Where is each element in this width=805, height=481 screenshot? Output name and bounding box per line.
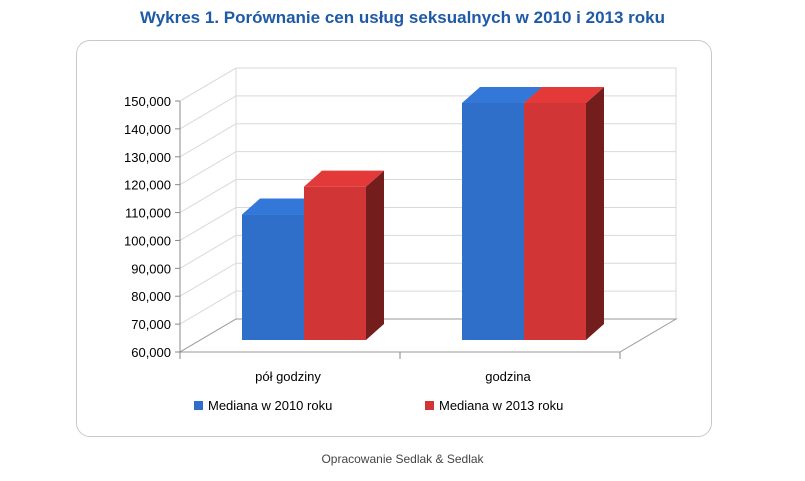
y-tick-label: 130,000 (124, 150, 171, 165)
gridline-side (179, 95, 237, 130)
gridline-side (179, 207, 237, 241)
y-tick-label: 90,000 (131, 261, 171, 276)
chart-title: Wykres 1. Porównanie cen usług seksualny… (139, 8, 666, 27)
gridline-side (179, 123, 237, 158)
gridline-side (179, 262, 237, 297)
bar-1-1 (524, 87, 604, 340)
y-tick-label: 140,000 (124, 122, 171, 137)
y-tick-label: 120,000 (124, 178, 171, 193)
legend-item-2013: Mediana w 2013 roku (425, 398, 563, 413)
y-tick-label: 110,000 (125, 206, 171, 221)
legend-label-2010: Mediana w 2010 roku (208, 398, 333, 413)
y-tick-label: 60,000 (131, 345, 171, 360)
y-tick-label: 80,000 (131, 289, 171, 304)
legend-item-2010: Mediana w 2010 roku (194, 398, 332, 413)
bar-0-1 (304, 170, 384, 340)
y-tick-label: 150,000 (124, 94, 171, 109)
chart-frame (76, 40, 712, 437)
legend-label-2013: Mediana w 2013 roku (439, 398, 564, 413)
bars-layer (242, 87, 604, 340)
bar-front (242, 214, 304, 340)
gridline-side (179, 290, 237, 325)
bar-front (524, 103, 586, 340)
bar-side (366, 170, 384, 340)
bar-top (462, 87, 542, 103)
legend: Mediana w 2010 roku Mediana w 2013 roku (0, 398, 805, 418)
chart-floor (178, 318, 678, 353)
gridline-side (179, 151, 237, 186)
labels-layer: 60,000 70,000 80,000 90,000 100,000 110,000 12… (124, 94, 532, 384)
bar-top (524, 87, 604, 103)
bar-side (586, 87, 604, 340)
bar-front (304, 186, 366, 340)
bar-top (242, 198, 322, 215)
bar-front (462, 103, 524, 340)
y-tick-label: 70,000 (131, 317, 171, 332)
y-axis-top (179, 67, 237, 102)
source-note: Opracowanie Sedlak & Sedlak (321, 452, 484, 466)
axis-layer (175, 67, 621, 359)
gridline-side (179, 234, 237, 269)
y-tick-label: 100,000 (124, 233, 171, 248)
legend-swatch-2010 (194, 401, 203, 410)
bar-top (304, 170, 384, 187)
x-tick-label: pół godziny (255, 369, 321, 384)
legend-swatch-2013 (425, 401, 434, 410)
gridline-side (179, 179, 237, 213)
x-tick-label: godzina (485, 369, 531, 384)
